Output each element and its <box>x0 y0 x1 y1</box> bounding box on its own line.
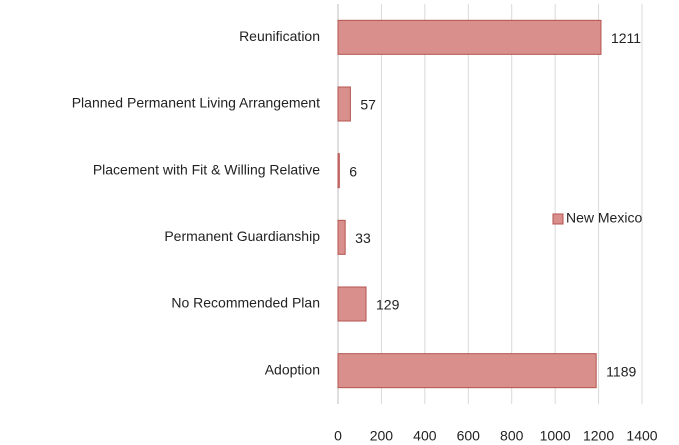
x-tick-label: 200 <box>370 428 394 444</box>
bar <box>337 19 602 55</box>
data-label: 33 <box>355 230 371 246</box>
y-tick-label: Reunification <box>239 28 320 44</box>
bar <box>337 286 367 322</box>
bar <box>337 219 346 255</box>
bar <box>337 353 597 389</box>
bar <box>337 153 340 189</box>
data-label: 57 <box>360 97 376 113</box>
data-label: 1211 <box>611 30 641 46</box>
legend-label: New Mexico <box>566 210 642 226</box>
bar <box>337 86 351 122</box>
y-tick-label: Planned Permanent Living Arrangement <box>72 95 320 111</box>
y-tick-label: Adoption <box>265 361 320 377</box>
x-tick-label: 600 <box>457 428 481 444</box>
x-tick-label: 1400 <box>626 428 657 444</box>
x-tick-label: 800 <box>500 428 524 444</box>
data-label: 129 <box>376 297 400 313</box>
data-label: 6 <box>349 163 357 179</box>
x-tick-label: 1200 <box>583 428 614 444</box>
x-tick-label: 0 <box>334 428 342 444</box>
x-tick-label: 400 <box>413 428 437 444</box>
y-tick-label: No Recommended Plan <box>171 295 320 311</box>
legend-swatch <box>552 213 564 225</box>
x-tick-label: 1000 <box>540 428 571 444</box>
data-label: 1189 <box>606 363 636 379</box>
y-tick-label: Permanent Guardianship <box>164 228 320 244</box>
y-tick-label: Placement with Fit & Willing Relative <box>93 161 320 177</box>
